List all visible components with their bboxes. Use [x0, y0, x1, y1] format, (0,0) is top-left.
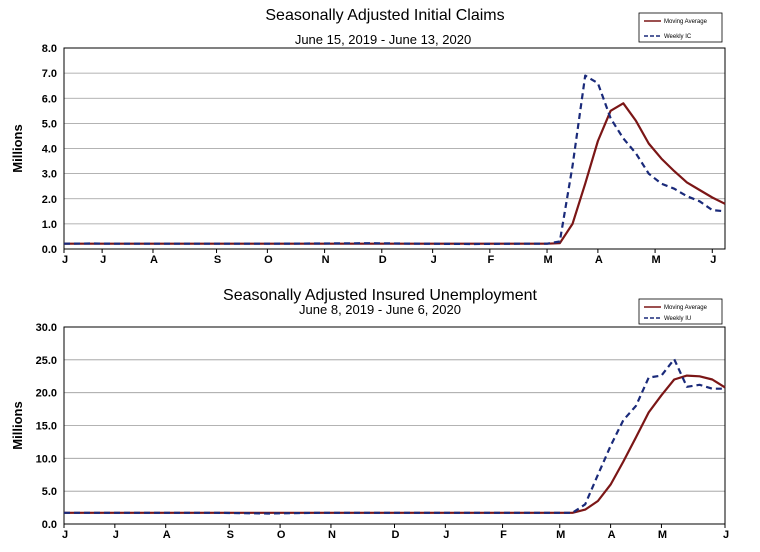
- y-tick-label: 8.0: [42, 43, 57, 55]
- legend-box: [638, 12, 723, 43]
- legend-label: Moving Average: [664, 305, 708, 311]
- y-tick-label: 25.0: [36, 355, 57, 367]
- y-tick-label: 30.0: [36, 322, 57, 334]
- x-tick-label: S: [214, 254, 221, 266]
- y-tick-label: 7.0: [42, 68, 57, 80]
- x-tick-label: J: [100, 254, 106, 266]
- y-axis-label: Millions: [10, 124, 25, 172]
- x-tick-label: N: [328, 529, 336, 541]
- x-tick-label: S: [227, 529, 234, 541]
- x-tick-label: A: [163, 529, 171, 541]
- x-tick-label: F: [500, 529, 507, 541]
- series-line-weekly-ic: [63, 74, 726, 246]
- y-tick-label: 5.0: [42, 118, 57, 130]
- x-tick-label: A: [608, 529, 616, 541]
- x-tick-label: N: [322, 254, 330, 266]
- y-tick-label: 15.0: [36, 421, 57, 433]
- y-tick-label: 2.0: [42, 194, 57, 206]
- x-tick-label: M: [556, 529, 565, 541]
- series-line-moving-average: [64, 374, 726, 514]
- chart-subtitle: June 15, 2019 - June 13, 2020: [295, 32, 471, 47]
- x-tick-label: F: [487, 254, 494, 266]
- y-tick-label: 10.0: [36, 453, 57, 465]
- x-tick-label: J: [62, 254, 68, 266]
- x-tick-label: J: [443, 529, 449, 541]
- x-tick-label: O: [264, 254, 273, 266]
- x-tick-label: A: [150, 254, 158, 266]
- x-tick-label: O: [277, 529, 286, 541]
- x-tick-label: J: [710, 254, 716, 266]
- plot-frame: [63, 47, 726, 250]
- y-tick-label: 20.0: [36, 388, 57, 400]
- y-tick-label: 1.0: [42, 219, 57, 231]
- chart-subtitle: June 8, 2019 - June 6, 2020: [299, 302, 461, 317]
- y-tick-label: 6.0: [42, 93, 57, 105]
- x-tick-label: D: [392, 529, 400, 541]
- y-tick-label: 0.0: [42, 244, 57, 256]
- x-tick-label: M: [543, 254, 552, 266]
- y-tick-label: 0.0: [42, 519, 57, 531]
- x-tick-label: J: [723, 529, 729, 541]
- legend-box: [638, 298, 723, 325]
- y-tick-label: 3.0: [42, 169, 57, 181]
- x-tick-label: A: [595, 254, 603, 266]
- chart-title: Seasonally Adjusted Insured Unemployment: [223, 287, 538, 304]
- x-tick-label: J: [113, 529, 119, 541]
- y-tick-label: 5.0: [42, 486, 57, 498]
- y-axis-label: Millions: [10, 401, 25, 449]
- x-tick-label: M: [658, 529, 667, 541]
- legend-label: Weekly IU: [664, 316, 691, 322]
- legend-label: Weekly IC: [664, 34, 692, 40]
- legend-label: Moving Average: [664, 19, 708, 25]
- x-tick-label: J: [62, 529, 68, 541]
- chart-title: Seasonally Adjusted Initial Claims: [265, 7, 504, 24]
- x-tick-label: J: [431, 254, 437, 266]
- y-tick-label: 4.0: [42, 144, 57, 156]
- x-tick-label: M: [652, 254, 661, 266]
- series-line-weekly-iu: [64, 358, 725, 515]
- x-tick-label: D: [379, 254, 387, 266]
